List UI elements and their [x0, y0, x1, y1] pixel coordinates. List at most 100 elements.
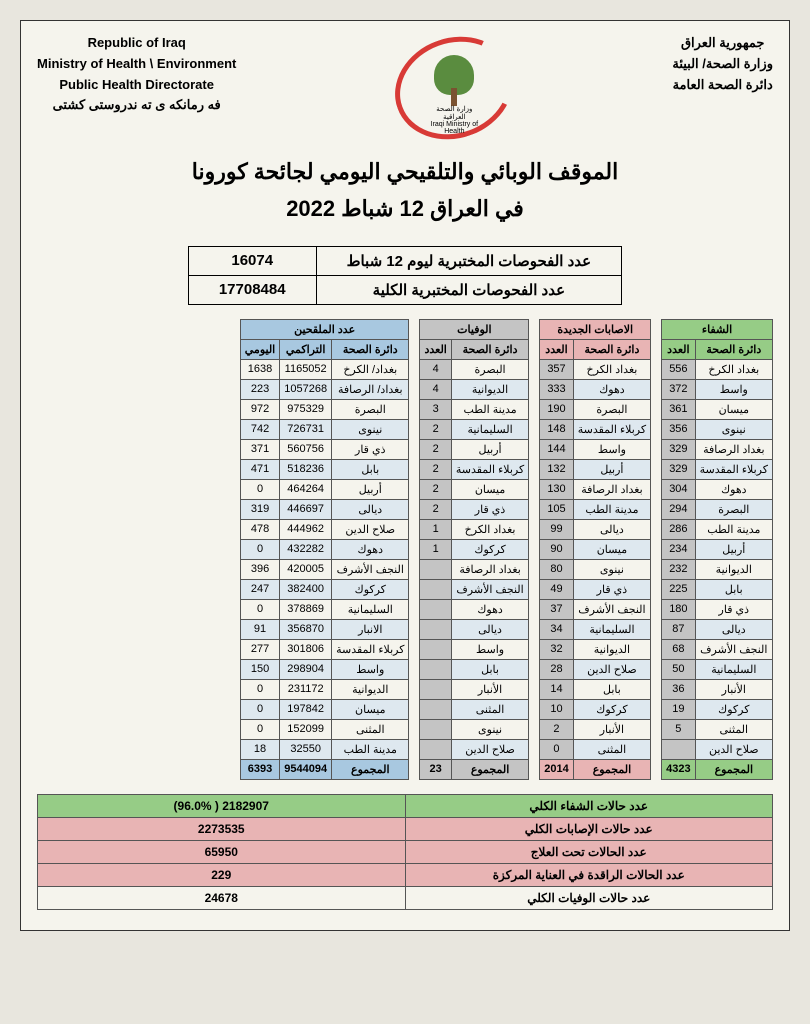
- table-cell: 1057268: [280, 379, 332, 399]
- vacc-total-label: المجموع: [332, 759, 409, 779]
- table-cell: 742: [240, 419, 279, 439]
- table-row: السليمانية2: [420, 419, 529, 439]
- table-cell: أربيل: [695, 539, 772, 559]
- vacc-title: عدد الملقحين: [240, 319, 409, 339]
- table-cell: 975329: [280, 399, 332, 419]
- table-cell: 329: [662, 459, 695, 479]
- header-ar-line2: وزارة الصحة/ البيئة: [672, 54, 773, 75]
- table-row: ذي قار560756371: [240, 439, 409, 459]
- table-cell: 286: [662, 519, 695, 539]
- table-row: النجف الأشرف68: [662, 639, 773, 659]
- table-cell: 464264: [280, 479, 332, 499]
- vacc-col-daily: اليومي: [240, 339, 279, 359]
- table-row: دهوك333: [540, 379, 651, 399]
- header: Republic of Iraq Ministry of Health \ En…: [37, 33, 773, 143]
- table-row: كركوك10: [540, 699, 651, 719]
- table-cell: 357: [540, 359, 573, 379]
- table-row: أربيل2: [420, 439, 529, 459]
- table-cell: [420, 559, 451, 579]
- table-row: صلاح الدين444962478: [240, 519, 409, 539]
- table-cell: 3: [420, 399, 451, 419]
- table-row: ديالى446697319: [240, 499, 409, 519]
- deaths-title: الوفيات: [420, 319, 529, 339]
- table-cell: السليمانية: [695, 659, 772, 679]
- table-row: المثنى0: [540, 739, 651, 759]
- table-row: السليمانية34: [540, 619, 651, 639]
- table-cell: 223: [240, 379, 279, 399]
- table-cell: 1: [420, 519, 451, 539]
- cases-col-count: العدد: [540, 339, 573, 359]
- cases-table: الاصابات الجديدة دائرة الصحة العدد بغداد…: [539, 319, 651, 780]
- table-cell: 0: [240, 539, 279, 559]
- table-cell: 132: [540, 459, 573, 479]
- table-row: نينوى356: [662, 419, 773, 439]
- title-line2: في العراق 12 شباط 2022: [37, 190, 773, 227]
- table-cell: 49: [540, 579, 573, 599]
- table-cell: النجف الأشرف: [695, 639, 772, 659]
- table-row: مدينة الطب3255018: [240, 739, 409, 759]
- summary-label: عدد الحالات الراقدة في العناية المركزة: [405, 863, 773, 886]
- table-cell: نينوى: [573, 559, 650, 579]
- summary-row: عدد حالات الإصابات الكلي2273535: [38, 817, 773, 840]
- vacc-total-cum: 9544094: [280, 759, 332, 779]
- table-cell: بغداد الرصافة: [695, 439, 772, 459]
- table-cell: 396: [240, 559, 279, 579]
- deaths-col-count: العدد: [420, 339, 451, 359]
- table-cell: 99: [540, 519, 573, 539]
- table-cell: 420005: [280, 559, 332, 579]
- table-row: المثنى1520990: [240, 719, 409, 739]
- table-cell: بغداد الرصافة: [573, 479, 650, 499]
- table-cell: 356870: [280, 619, 332, 639]
- main-tables-row: الشفاء دائرة الصحة العدد بغداد الكرخ556و…: [37, 319, 773, 780]
- table-row: المثنى5: [662, 719, 773, 739]
- header-en-line2: Ministry of Health \ Environment: [37, 54, 236, 75]
- table-cell: المثنى: [332, 719, 409, 739]
- table-cell: 180: [662, 599, 695, 619]
- table-cell: بغداد/ الرصافة: [332, 379, 409, 399]
- table-cell: [420, 619, 451, 639]
- table-cell: ميسان: [451, 479, 528, 499]
- table-cell: 80: [540, 559, 573, 579]
- table-row: كركوك382400247: [240, 579, 409, 599]
- table-cell: ذي قار: [695, 599, 772, 619]
- tests-table: عدد الفحوصات المختبرية ليوم 12 شباط 1607…: [188, 246, 622, 305]
- recovery-title: الشفاء: [662, 319, 773, 339]
- table-row: بغداد الرصافة329: [662, 439, 773, 459]
- recovery-total-value: 4323: [662, 759, 695, 779]
- ministry-logo: وزارة الصحة العراقية Iraqi Ministry of H…: [384, 33, 524, 143]
- table-row: كربلاء المقدسة148: [540, 419, 651, 439]
- table-row: بغداد الرصافة: [420, 559, 529, 579]
- deaths-col-gov: دائرة الصحة: [451, 339, 528, 359]
- table-row: واسط372: [662, 379, 773, 399]
- table-cell: 304: [662, 479, 695, 499]
- table-cell: البصرة: [573, 399, 650, 419]
- recovery-table: الشفاء دائرة الصحة العدد بغداد الكرخ556و…: [661, 319, 773, 780]
- table-cell: السليمانية: [451, 419, 528, 439]
- table-cell: مدينة الطب: [451, 399, 528, 419]
- table-row: بغداد الكرخ556: [662, 359, 773, 379]
- table-cell: نينوى: [332, 419, 409, 439]
- recovery-col-gov: دائرة الصحة: [695, 339, 772, 359]
- daily-tests-value: 16074: [188, 246, 316, 275]
- table-cell: 91: [240, 619, 279, 639]
- header-en-line1: Republic of Iraq: [37, 33, 236, 54]
- table-cell: 329: [662, 439, 695, 459]
- table-cell: المثنى: [573, 739, 650, 759]
- summary-label: عدد حالات الإصابات الكلي: [405, 817, 773, 840]
- table-cell: 726731: [280, 419, 332, 439]
- table-row: كربلاء المقدسة2: [420, 459, 529, 479]
- table-cell: 2: [540, 719, 573, 739]
- table-cell: [420, 739, 451, 759]
- total-tests-value: 17708484: [188, 275, 316, 304]
- table-row: الديوانية4: [420, 379, 529, 399]
- table-cell: دهوك: [451, 599, 528, 619]
- header-ar-line3: دائرة الصحة العامة: [672, 75, 773, 96]
- table-row: السليمانية3788690: [240, 599, 409, 619]
- table-row: البصرة190: [540, 399, 651, 419]
- header-ku-line: فه رمانكه ى ته ندروستى كشتى: [37, 95, 236, 116]
- table-cell: دهوك: [332, 539, 409, 559]
- summary-value: 229: [38, 863, 406, 886]
- table-cell: 234: [662, 539, 695, 559]
- table-cell: [420, 639, 451, 659]
- table-cell: 0: [240, 599, 279, 619]
